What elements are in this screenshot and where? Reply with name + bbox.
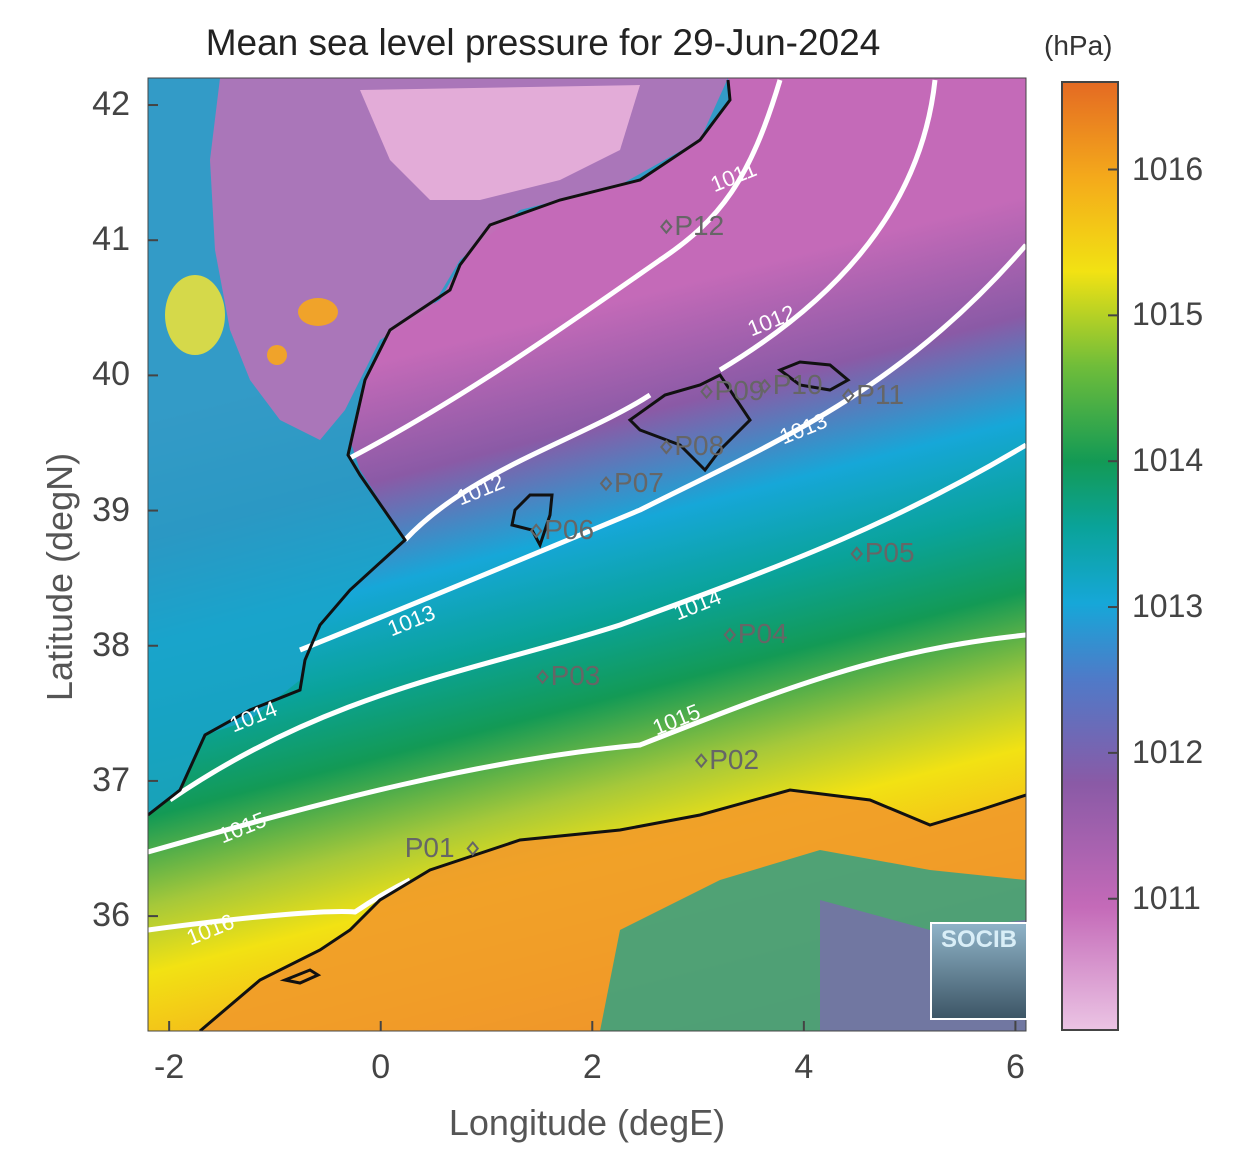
socib-logo: SOCIB: [930, 922, 1028, 1020]
station-marker: [660, 439, 673, 455]
station-marker: [660, 219, 673, 235]
station-marker: [529, 523, 543, 539]
coast-alboran: [279, 968, 322, 985]
isobar-1011: [348, 79, 783, 461]
pressure-field: [148, 78, 1026, 1031]
x-tick-label: -2: [154, 1048, 185, 1086]
colorbar-tick-marks: [1108, 168, 1118, 900]
station-label: P11: [856, 378, 905, 410]
isobar-1014: [168, 442, 1026, 803]
coast-menorca: [776, 360, 851, 392]
coast-ibiza: [510, 493, 554, 549]
x-tick-label: 2: [582, 1048, 602, 1086]
land-hotspot-1: [165, 275, 225, 355]
isobar-1013: [299, 243, 1026, 653]
land-iberia-peak: [360, 85, 640, 200]
station-marker: [536, 669, 549, 685]
y-tick-label: 38: [92, 625, 130, 664]
map-frame: [147, 77, 1027, 1032]
land-iberia-high: [210, 78, 728, 440]
station-marker: [723, 627, 737, 643]
colorbar-tick-label: 1015: [1132, 296, 1204, 333]
station-marker: [841, 388, 855, 404]
y-tick-label: 36: [92, 896, 130, 935]
axis-tick-marks: [148, 104, 1017, 1031]
station-label: P12: [674, 209, 725, 241]
station-label: P04: [737, 617, 788, 649]
station-label: P09: [714, 374, 765, 406]
land-hotspot-3: [267, 345, 287, 365]
colorbar-tick-label: 1012: [1132, 733, 1204, 770]
isobar-1012: [403, 79, 938, 542]
station-marker: [758, 378, 772, 394]
colorbar-tick-label: 1013: [1132, 588, 1204, 625]
station-marker: [466, 840, 480, 857]
y-tick-label: 37: [92, 760, 130, 799]
station-label: P02: [709, 743, 760, 775]
coast-mallorca: [627, 373, 752, 473]
x-axis-label: Longitude (degE): [448, 1102, 726, 1143]
x-tick-label: 6: [1005, 1048, 1025, 1086]
station-label: P08: [674, 430, 725, 462]
station-label: P10: [772, 369, 823, 401]
y-tick-label: 41: [92, 220, 130, 259]
coast-iberia: [148, 79, 732, 817]
y-tick-label: 40: [92, 355, 130, 394]
station-marker: [700, 384, 713, 400]
colorbar-tick-label: 1014: [1132, 442, 1204, 479]
colorbar: [1061, 81, 1119, 1031]
station-marker: [850, 546, 864, 562]
isobars: [148, 79, 1026, 933]
x-tick-label: 0: [371, 1048, 391, 1086]
isobar-1016: [148, 877, 412, 933]
land-hotspot-2: [298, 298, 338, 326]
colorbar-tick-label: 1011: [1132, 879, 1201, 916]
x-tick-label: 4: [794, 1048, 814, 1086]
station-marker: [599, 475, 613, 492]
coast-africa: [199, 788, 1026, 1031]
y-tick-label: 39: [92, 490, 130, 529]
colorbar-unit: (hPa): [1044, 30, 1113, 61]
logo-text: SOCIB: [940, 926, 1017, 953]
isobar-1015: [148, 632, 1026, 855]
coastlines: [148, 79, 1026, 1031]
station-markers: [466, 219, 864, 857]
station-label: P03: [550, 659, 601, 691]
y-tick-label: 42: [92, 85, 130, 124]
station-marker: [694, 753, 708, 769]
station-label: P06: [544, 513, 595, 545]
map-title: Mean sea level pressure for 29-Jun-2024: [205, 22, 881, 63]
station-label: P07: [614, 466, 664, 498]
station-label: P01: [404, 831, 455, 863]
station-label: P05: [864, 536, 915, 568]
colorbar-tick-label: 1016: [1132, 150, 1204, 187]
